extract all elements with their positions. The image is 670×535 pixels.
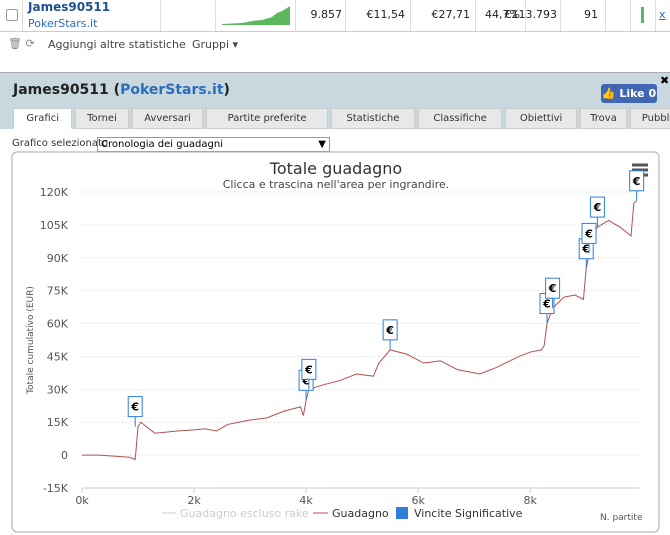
y-tick-label: 15K [47, 416, 69, 429]
flag-label: € [548, 282, 557, 295]
stat-cell: 91 [584, 8, 598, 21]
stat-cell: 44,7% [485, 8, 520, 21]
stat-cell: €27,71 [431, 8, 471, 21]
stat-cell: 9.857 [310, 8, 343, 21]
checkbox[interactable] [6, 9, 18, 21]
y-tick-label: 60K [47, 318, 69, 331]
legend-label: Vincite Significative [414, 507, 523, 520]
flag-label: € [584, 227, 593, 240]
tab[interactable]: Partite preferite [206, 108, 328, 129]
stat-cell: €11,54 [366, 8, 406, 21]
cell-divider [160, 0, 161, 31]
y-tick-label: 90K [47, 252, 69, 265]
series-line [82, 200, 637, 461]
cell-divider [345, 0, 346, 31]
tab[interactable]: Avversari [131, 108, 204, 129]
close[interactable]: ✖ [660, 74, 670, 87]
x-tick-label: 6k [411, 494, 425, 507]
cell-divider [410, 0, 411, 31]
flag [127, 396, 143, 418]
flag-label: € [542, 298, 551, 311]
cell-divider [560, 0, 561, 31]
remove-link[interactable]: x [659, 8, 666, 21]
tab[interactable]: Obiettivi [505, 108, 577, 129]
flag [301, 358, 317, 380]
cell-divider [655, 0, 656, 31]
flag-label: € [301, 374, 310, 387]
flag [629, 170, 645, 192]
selector-label: Grafico selezionato [12, 138, 109, 149]
player-name[interactable]: James90511 [28, 0, 111, 14]
flag-label: € [130, 401, 139, 414]
y-tick-label: 0 [61, 449, 68, 462]
toolbar-icons[interactable]: 🗑 ⟳ [8, 37, 35, 50]
cell-divider [605, 0, 606, 31]
add-stats[interactable]: Aggiungi altre statistiche [48, 38, 186, 51]
tab[interactable]: Grafici [13, 108, 73, 129]
chart-subtitle: Clicca e trascina nell'area per ingrandi… [223, 178, 450, 191]
site-link[interactable]: PokerStars.it [28, 17, 98, 30]
cell-divider [295, 0, 296, 31]
y-tick-label: 120K [40, 186, 69, 199]
groups-label: Gruppi [192, 38, 230, 51]
cell-divider [22, 0, 23, 31]
tab[interactable]: Trova [580, 108, 627, 129]
x-tick-label: 0k [75, 494, 89, 507]
tab[interactable]: Statistiche [330, 108, 415, 129]
legend-label: Guadagno [332, 507, 389, 520]
y-axis-label: Totale cumulativo (EUR) [26, 286, 36, 395]
y-tick-label: 30K [47, 383, 69, 396]
title-player: James90511 [13, 82, 109, 98]
like-label: Like [619, 87, 645, 100]
legend-label: Guadagno escluso rake [180, 507, 309, 520]
legend-swatch [396, 507, 408, 519]
cell-divider [475, 0, 476, 31]
flag [589, 196, 605, 218]
x-axis-label: N. partite [600, 513, 643, 523]
flag [581, 222, 597, 244]
y-tick-label: 45K [47, 350, 69, 363]
x-tick-label: 8k [524, 494, 538, 507]
like-count: 0 [648, 87, 657, 100]
chart-title: Totale guadagno [269, 159, 402, 178]
status-bar [641, 7, 644, 23]
flag-label: € [385, 324, 394, 337]
stat-cell: €113.793 [504, 8, 558, 21]
x-tick-label: 4k [299, 494, 313, 507]
cell-divider [630, 0, 631, 31]
tab[interactable]: Tornei [75, 108, 129, 129]
chart-frame [11, 151, 660, 533]
flag [382, 319, 398, 341]
flag-label: € [593, 201, 602, 214]
cell-divider [215, 0, 216, 31]
y-tick-label: 105K [40, 219, 69, 232]
flag-label: € [304, 363, 313, 376]
panel-title: James90511 (PokerStars.it) [13, 82, 230, 98]
title-site[interactable]: PokerStars.it [120, 82, 224, 98]
tab[interactable]: Pubblica [630, 108, 670, 129]
x-tick-label: 2k [187, 494, 201, 507]
like-button[interactable]: 👍 Like 0 [601, 84, 657, 103]
cell-divider [525, 0, 526, 31]
paren: ( [113, 82, 121, 98]
flag-label: € [632, 175, 641, 188]
flag-label: € [581, 243, 590, 256]
flag [545, 277, 561, 299]
y-tick-label: 75K [47, 285, 69, 298]
select-value: Cronologia dei guadagni [101, 139, 223, 150]
y-tick-label: -15K [43, 482, 69, 495]
sparkline [222, 6, 290, 25]
groups-menu[interactable]: Gruppi ▾ [192, 38, 239, 51]
stats-row: James90511 PokerStars.it x 9.857 €11,54 €2… [0, 0, 670, 32]
tab[interactable]: Classifiche [418, 108, 503, 129]
paren: ) [223, 82, 230, 98]
